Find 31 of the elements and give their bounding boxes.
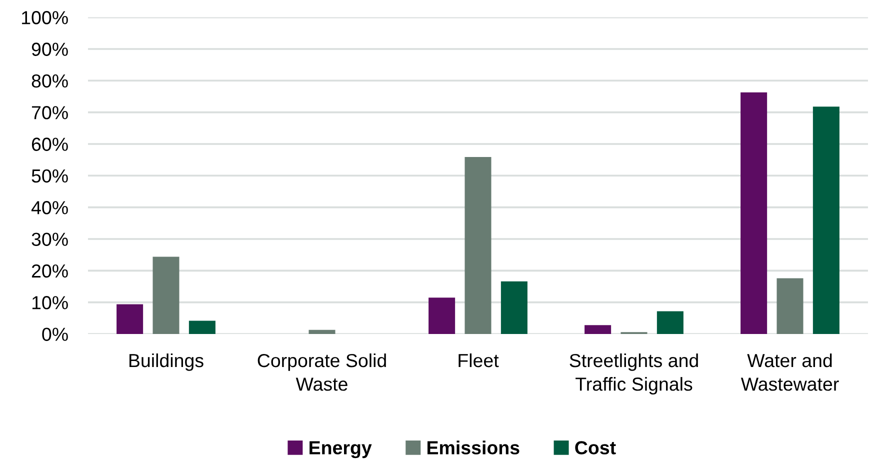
y-tick-label: 100%: [22, 11, 68, 24]
bar: [776, 278, 804, 334]
bar: [740, 92, 768, 334]
y-tick-label: 70%: [32, 106, 68, 120]
bar: [500, 281, 528, 334]
x-tick-label: Water and Wastewater: [740, 353, 839, 391]
y-tick-label: 50%: [32, 169, 68, 183]
bar: [656, 311, 684, 334]
x-tick-label: Corporate Solid Waste: [258, 353, 386, 391]
y-tick-label: 10%: [32, 296, 68, 310]
bar: [428, 298, 456, 334]
y-tick-label: 80%: [32, 74, 68, 88]
y-tick-label: 0%: [42, 328, 68, 341]
y-tick-label: 60%: [32, 138, 68, 151]
bar: [584, 325, 612, 334]
y-tick-label: 20%: [32, 264, 68, 278]
y-tick-label: 40%: [31, 201, 68, 214]
y-tick-label: 90%: [32, 42, 68, 56]
bar: [812, 106, 840, 334]
legend-label: Cost: [575, 441, 616, 454]
bar: [116, 304, 144, 334]
bar: [464, 156, 492, 334]
bar: [308, 330, 336, 334]
legend-label: Emissions: [428, 440, 520, 454]
y-tick-label: 30%: [32, 232, 68, 246]
legend-label: Energy: [310, 441, 372, 458]
bar: [188, 320, 216, 334]
x-tick-label: Fleet: [458, 353, 499, 368]
x-tick-label: Buildings: [129, 353, 204, 371]
bar: [152, 256, 180, 334]
x-tick-label: Streetlights and Traffic Signals: [570, 353, 698, 395]
